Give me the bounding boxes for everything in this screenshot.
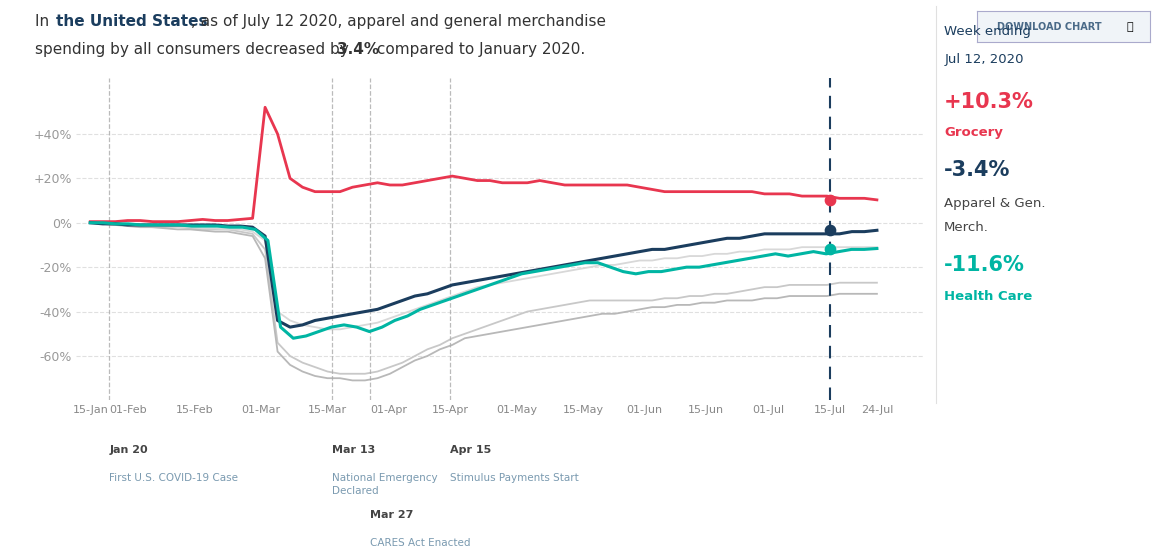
Text: Stimulus Payments Start: Stimulus Payments Start	[450, 473, 579, 483]
Text: Apparel & Gen.: Apparel & Gen.	[944, 197, 1046, 210]
Text: spending by all consumers decreased by: spending by all consumers decreased by	[35, 42, 353, 57]
Point	[820, 195, 839, 204]
Text: Mar 13: Mar 13	[332, 445, 376, 455]
Text: Health Care: Health Care	[944, 290, 1032, 303]
Text: +10.3%: +10.3%	[944, 92, 1034, 113]
Text: Merch.: Merch.	[944, 221, 989, 234]
Text: -3.4%: -3.4%	[944, 160, 1011, 180]
Text: DOWNLOAD CHART: DOWNLOAD CHART	[997, 22, 1102, 31]
Text: Mar 27: Mar 27	[370, 510, 413, 520]
Text: 📷: 📷	[1126, 22, 1133, 31]
Text: In: In	[35, 14, 54, 29]
Text: National Emergency
Declared: National Emergency Declared	[332, 473, 438, 496]
Text: 3.4%: 3.4%	[337, 42, 379, 57]
Text: Apr 15: Apr 15	[450, 445, 491, 455]
Text: , as of July 12 2020, apparel and general merchandise: , as of July 12 2020, apparel and genera…	[191, 14, 606, 29]
Point	[820, 244, 839, 253]
Point	[820, 226, 839, 235]
Text: Jul 12, 2020: Jul 12, 2020	[944, 53, 1024, 66]
Text: Jan 20: Jan 20	[109, 445, 147, 455]
Text: the United States: the United States	[56, 14, 207, 29]
Text: compared to January 2020.: compared to January 2020.	[372, 42, 585, 57]
Text: First U.S. COVID-19 Case: First U.S. COVID-19 Case	[109, 473, 239, 483]
Text: Week ending: Week ending	[944, 25, 1031, 38]
Text: -11.6%: -11.6%	[944, 255, 1025, 275]
Text: Grocery: Grocery	[944, 126, 1003, 139]
Text: CARES Act Enacted: CARES Act Enacted	[370, 538, 470, 548]
